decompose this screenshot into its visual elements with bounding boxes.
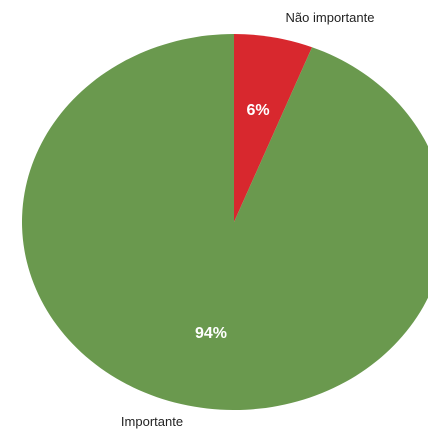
pie-slices xyxy=(22,34,428,410)
value-label-nao-importante: 6% xyxy=(246,102,269,119)
category-label-importante: Importante xyxy=(121,414,183,429)
pie-slice-nao-importante xyxy=(234,34,313,222)
pie-slice-importante xyxy=(22,34,428,410)
pie-labels: 6% 94% Não importante Importante xyxy=(121,10,375,429)
value-label-importante: 94% xyxy=(195,325,227,342)
category-label-nao-importante: Não importante xyxy=(286,10,375,25)
